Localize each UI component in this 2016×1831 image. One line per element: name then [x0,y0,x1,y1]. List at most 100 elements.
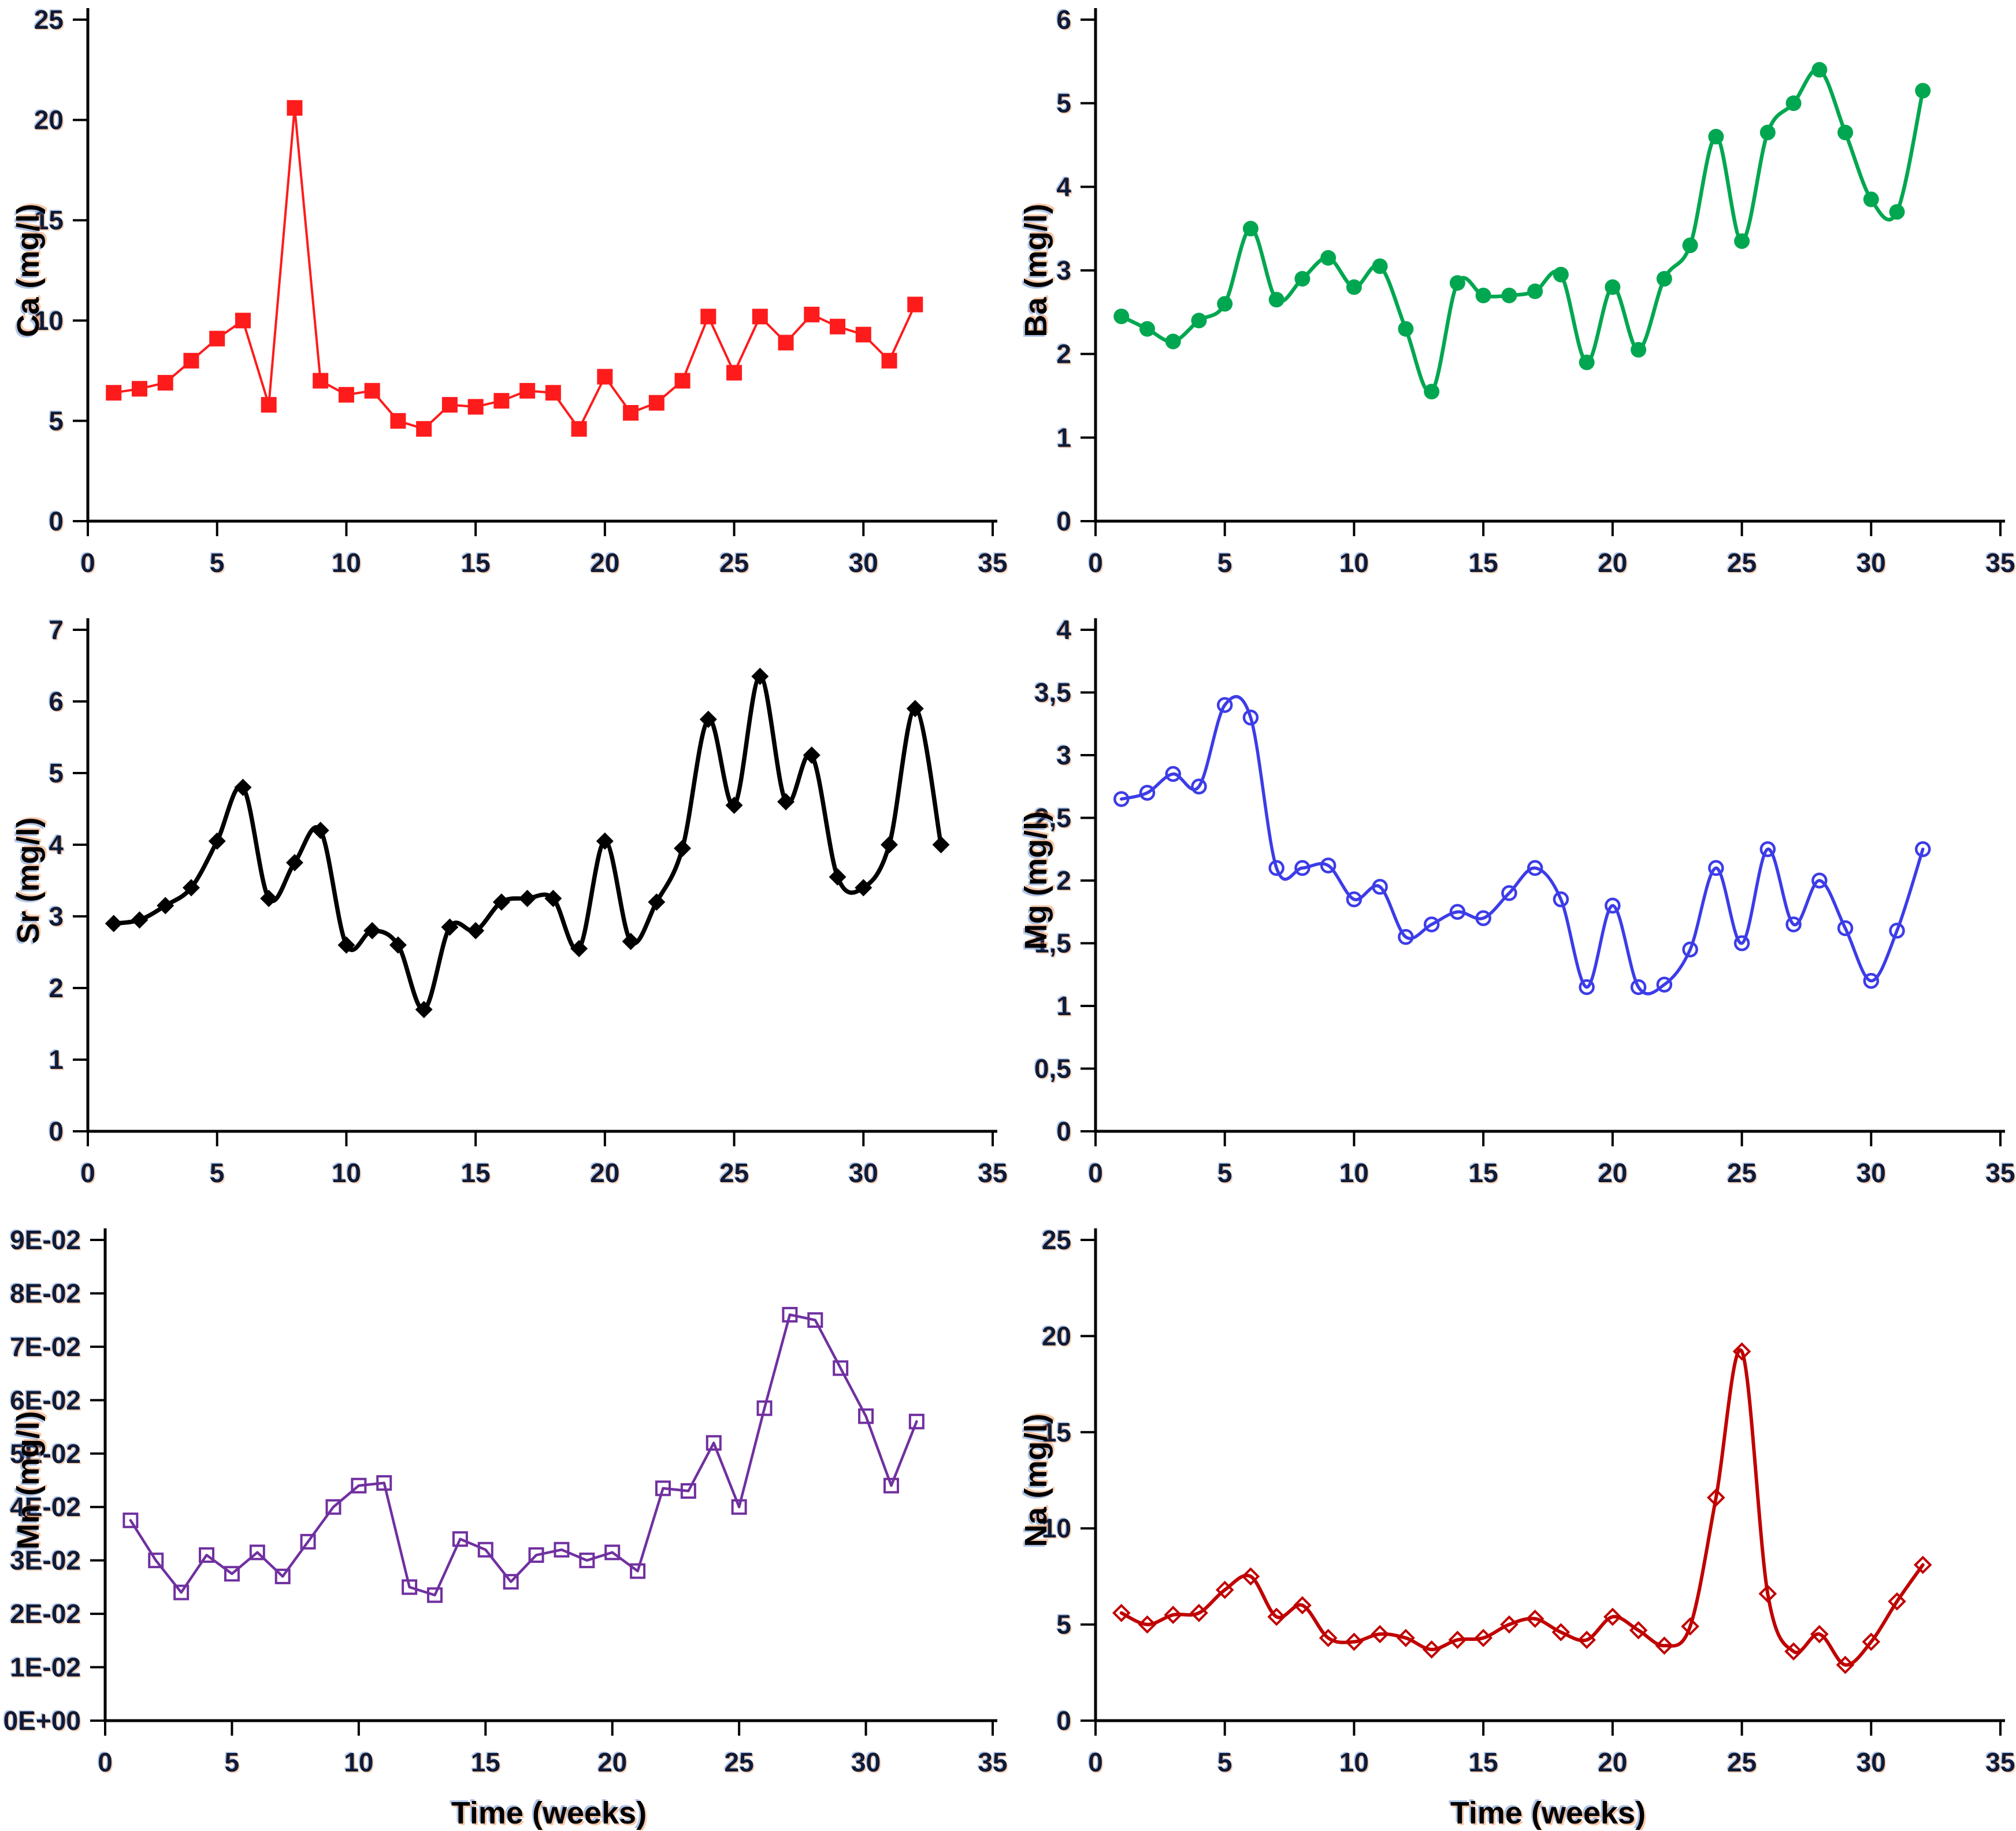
data-point-marker [1217,296,1233,312]
data-point-marker [1915,83,1931,99]
data-point-marker [674,840,692,857]
y-axis-title: Na (mg/l) [1019,1413,1053,1547]
data-point-marker [725,796,743,814]
data-point-marker [224,1566,240,1582]
data-point-marker [1605,897,1621,914]
data-point-marker [274,1568,291,1584]
data-point-marker [260,890,278,907]
y-tick-label: 4 [49,830,64,860]
data-point-marker [1320,857,1336,874]
series-line [1119,67,1925,395]
data-point-marker [623,405,639,421]
x-tick-label: 25 [725,1747,754,1777]
data-point-marker [1268,292,1284,308]
x-tick-label: 30 [851,1747,881,1777]
data-point-marker [751,667,769,685]
y-tick-label: 4E-02 [10,1492,81,1522]
data-point-marker [1215,1580,1234,1599]
y-tick-label: 0,5 [1034,1054,1071,1084]
y-axis-title: Mg (mg/l) [1019,811,1053,950]
y-tick-label: 4 [1056,615,1071,645]
chart-ca-panel: 0 5 10 15 20 25 0 5 10 15 20 25 30 35 Ca (mg/l) [0,0,1008,610]
data-point-marker [803,746,820,764]
data-point-marker [545,385,561,401]
data-point-marker [1267,1607,1286,1626]
chart-mg: 0 0,5 1 1,5 2 2,5 3 3,5 4 0 5 10 15 20 25 30 35 Mg (mg/l) [1019,615,2015,1188]
data-point-marker [1372,258,1388,274]
y-tick-label: 25 [34,5,64,35]
data-point-marker [131,381,147,397]
y-tick-label: 6 [49,686,64,716]
data-point-marker [199,1547,215,1563]
y-tick-label: 1,5 [1034,929,1071,959]
y-tick-label: 5E-02 [10,1439,81,1469]
y-tick-label: 1 [49,1045,64,1075]
x-tick-label: 10 [1339,548,1369,578]
data-point-marker [756,1400,773,1416]
data-point-marker [833,1360,849,1376]
x-tick-label: 25 [1727,548,1757,578]
data-point-marker [518,890,536,907]
data-point-marker [416,421,432,437]
data-point-marker [1656,976,1673,993]
data-point-marker [1837,920,1854,937]
x-tick-label: 10 [332,1158,361,1188]
data-point-marker [752,309,768,325]
y-tick-label: 10 [1042,1513,1071,1543]
y-tick-label: 9E-02 [10,1225,81,1255]
y-tick-label: 5 [49,406,64,436]
data-point-marker [881,836,899,853]
data-point-marker [1527,283,1543,299]
data-point-marker [338,387,354,403]
data-point-marker [726,365,742,381]
data-point-marker [1631,341,1647,358]
data-point-marker [571,421,587,437]
data-point-marker [1424,384,1440,400]
data-point-marker [287,100,303,116]
data-point-marker [173,1584,190,1600]
data-point-marker [1371,1625,1389,1644]
data-point-marker [1294,270,1310,287]
chart-mn: 0E+00 1E-02 2E-02 3E-02 4E-02 5E-02 6E-02 7E-02… [3,1225,1008,1830]
chart-na: 0 5 10 15 20 25 0 5 10 15 20 25 30 35 Na (mg/l) Time (w… [1019,1225,2015,1830]
x-tick-label: 20 [590,548,619,578]
chart-mn-panel: 0E+00 1E-02 2E-02 3E-02 4E-02 5E-02 6E-02 7E-02… [0,1220,1008,1831]
x-tick-label: 30 [1857,548,1886,578]
x-tick-label: 35 [978,1158,1007,1188]
data-point-marker [1758,1584,1777,1603]
x-tick-label: 35 [978,548,1007,578]
data-point-marker [1708,860,1724,876]
data-point-marker [325,1499,341,1515]
data-point-marker [1811,62,1828,78]
data-point-marker [234,778,252,796]
x-tick-label: 0 [1088,1158,1103,1188]
data-point-marker [452,1531,468,1547]
data-point-marker [1889,923,1905,939]
y-tick-label: 0 [49,1116,64,1146]
data-point-marker [1681,1617,1699,1636]
y-tick-label: 3 [49,901,64,931]
data-point-marker [1113,309,1130,325]
data-point-marker [1397,1629,1415,1647]
data-point-marker [311,822,329,840]
x-tick-label: 25 [1727,1747,1757,1777]
data-point-marker [1398,929,1414,945]
data-point-marker [1319,1629,1338,1647]
data-point-marker [1449,904,1466,920]
x-tick-label: 30 [1857,1158,1886,1188]
x-tick-label: 25 [1727,1158,1757,1188]
x-tick-label: 35 [978,1747,1007,1777]
data-point-marker [1889,204,1905,220]
y-tick-label: 2,5 [1034,803,1071,833]
x-tick-label: 0 [1088,1747,1103,1777]
y-axis-title: Sr (mg/l) [11,817,46,944]
y-tick-label: 6E-02 [10,1385,81,1415]
data-point-marker [777,793,795,811]
y-tick-label: 0 [1056,506,1071,536]
x-tick-label: 0 [1088,548,1103,578]
data-point-marker [1810,1625,1829,1644]
data-point-marker [554,1542,570,1558]
data-point-marker [493,393,510,409]
data-point-marker [427,1587,443,1603]
